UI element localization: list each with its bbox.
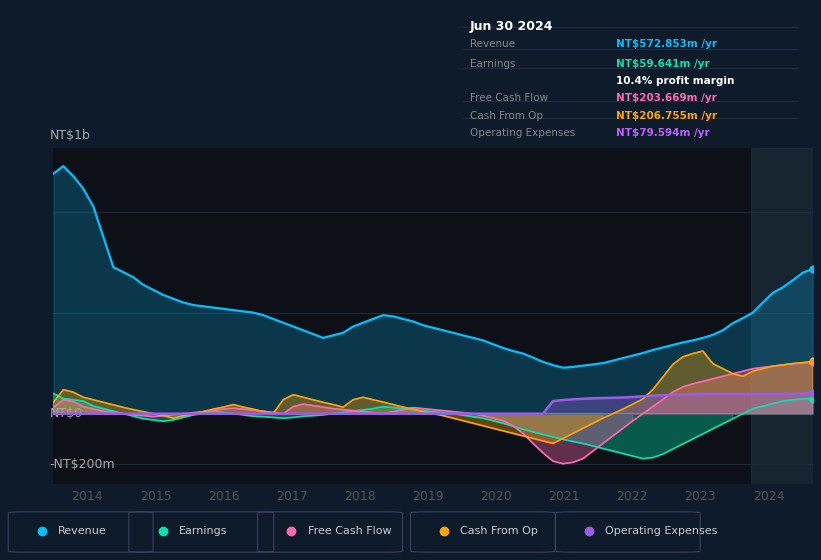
Text: NT$203.669m /yr: NT$203.669m /yr (616, 93, 717, 103)
Text: Revenue: Revenue (470, 39, 515, 49)
Text: Operating Expenses: Operating Expenses (605, 526, 718, 536)
Text: Operating Expenses: Operating Expenses (470, 128, 575, 138)
Text: Cash From Op: Cash From Op (470, 111, 543, 121)
Text: NT$79.594m /yr: NT$79.594m /yr (616, 128, 710, 138)
Text: Jun 30 2024: Jun 30 2024 (470, 20, 553, 34)
Text: Earnings: Earnings (179, 526, 227, 536)
Text: Free Cash Flow: Free Cash Flow (470, 93, 548, 103)
Bar (751, 148, 821, 484)
Text: NT$0: NT$0 (49, 407, 83, 420)
Text: 10.4% profit margin: 10.4% profit margin (616, 76, 735, 86)
Text: -NT$200m: -NT$200m (49, 458, 115, 471)
Text: Earnings: Earnings (470, 59, 515, 68)
Text: NT$1b: NT$1b (49, 129, 90, 142)
Text: Cash From Op: Cash From Op (461, 526, 539, 536)
Text: NT$59.641m /yr: NT$59.641m /yr (616, 59, 710, 68)
Text: Free Cash Flow: Free Cash Flow (308, 526, 391, 536)
Text: Revenue: Revenue (58, 526, 107, 536)
Text: NT$572.853m /yr: NT$572.853m /yr (616, 39, 718, 49)
Text: NT$206.755m /yr: NT$206.755m /yr (616, 111, 718, 121)
